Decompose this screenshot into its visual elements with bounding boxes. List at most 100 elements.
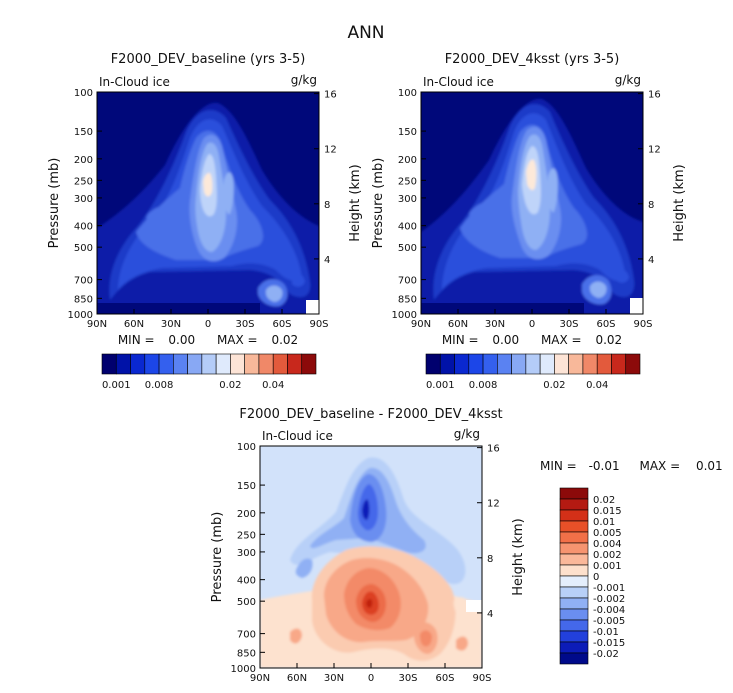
y2-tick-label: 16 xyxy=(324,90,337,101)
x-tick-label: 60S xyxy=(435,673,454,684)
y-tick-label: 700 xyxy=(74,276,93,287)
y2-tick-label: 4 xyxy=(487,609,493,620)
x-tick-label: 30N xyxy=(161,319,181,330)
colorbar-bin xyxy=(244,353,260,375)
colorbar-bin xyxy=(425,353,441,375)
x-tick-label: 30N xyxy=(324,673,344,684)
colorbar-bin xyxy=(559,531,589,544)
max-value: 0.02 xyxy=(271,333,298,347)
y-tick-label: 1000 xyxy=(392,310,417,321)
colorbar-label: -0.004 xyxy=(593,605,625,616)
colorbar-bin xyxy=(158,353,174,375)
y-tick-label: 400 xyxy=(74,222,93,233)
colorbar-bin xyxy=(559,586,589,599)
colorbar-bin xyxy=(559,641,589,654)
panel-title: F2000_DEV_baseline (yrs 3-5) xyxy=(111,52,306,67)
y-axis-title: Pressure (mb) xyxy=(371,158,386,249)
y-tick-label: 300 xyxy=(74,194,93,205)
y-tick-label: 700 xyxy=(237,630,256,641)
x-tick-label: 60S xyxy=(272,319,291,330)
colorbar-label: 0.001 xyxy=(102,380,131,391)
min-label: MIN = xyxy=(118,333,155,347)
y-axis-left: 100 150 200 250 300 400 500 700 850 1000 xyxy=(392,88,426,321)
colorbar-label: 0.02 xyxy=(543,380,565,391)
y2-tick-label: 8 xyxy=(487,554,493,565)
y-tick-label: 850 xyxy=(237,648,256,659)
colorbar-bin xyxy=(596,353,612,375)
colorbar-bin xyxy=(272,353,288,375)
colorbar-bin xyxy=(559,597,589,610)
min-value: -0.01 xyxy=(589,459,620,473)
colorbar-bin xyxy=(525,353,541,375)
x-tick-label: 60N xyxy=(287,673,307,684)
colorbar-label: 0.01 xyxy=(593,517,615,528)
y2-tick-label: 4 xyxy=(648,255,654,266)
y2-tick-label: 12 xyxy=(324,145,337,156)
colorbar-bin xyxy=(173,353,188,375)
colorbar-bin xyxy=(187,353,203,375)
x-axis: 90N 60N 30N 0 30S 60S 90S xyxy=(87,309,329,330)
y-tick-label: 200 xyxy=(398,155,417,166)
y-axis-left: 100 150 200 250 300 400 500 700 850 1000 xyxy=(231,442,265,675)
y-tick-label: 200 xyxy=(74,155,93,166)
colorbar-bin xyxy=(559,619,589,632)
colorbar-bin xyxy=(559,487,589,500)
colorbar-bin xyxy=(468,353,484,375)
y-tick-label: 500 xyxy=(398,243,417,254)
colorbar: 0.001 0.008 0.02 0.04 xyxy=(425,353,641,391)
y2-tick-label: 12 xyxy=(648,145,661,156)
units-label: g/kg xyxy=(454,427,480,441)
x-tick-label: 90S xyxy=(472,673,491,684)
y-axis-left: 100 150 200 250 300 400 500 700 850 1000 xyxy=(68,88,102,321)
colorbar-label: 0.001 xyxy=(593,561,622,572)
min-value: 0.00 xyxy=(168,333,195,347)
colorbar-label: 0 xyxy=(593,572,599,583)
x-tick-label: 30S xyxy=(559,319,578,330)
y2-tick-label: 8 xyxy=(648,200,654,211)
y-tick-label: 100 xyxy=(74,88,93,99)
y-tick-label: 250 xyxy=(74,176,93,187)
colorbar-bin xyxy=(539,353,555,375)
stats-line: MIN = -0.01 MAX = 0.01 xyxy=(540,459,723,473)
colorbar-bin xyxy=(559,498,589,511)
y-tick-label: 100 xyxy=(237,442,256,453)
colorbar-bin xyxy=(559,575,589,588)
colorbar-bin xyxy=(559,608,589,621)
colorbar-bin xyxy=(101,353,117,375)
colorbar-bin xyxy=(497,353,512,375)
colorbar-bin xyxy=(554,353,569,375)
y-tick-label: 250 xyxy=(398,176,417,187)
y-tick-label: 700 xyxy=(398,276,417,287)
colorbar-bin xyxy=(559,553,589,566)
colorbar-label: 0.008 xyxy=(469,380,498,391)
max-label: MAX = xyxy=(639,459,680,473)
x-tick-label: 0 xyxy=(205,319,211,330)
y-tick-label: 400 xyxy=(237,576,256,587)
min-label: MIN = xyxy=(540,459,577,473)
colorbar-bin xyxy=(625,353,641,375)
colorbar-bin xyxy=(258,353,274,375)
contour-field xyxy=(421,92,643,314)
contour-field xyxy=(97,92,319,314)
x-tick-label: 30S xyxy=(398,673,417,684)
y-tick-label: 150 xyxy=(237,481,256,492)
x-tick-label: 60N xyxy=(124,319,144,330)
y2-axis-title: Height (km) xyxy=(672,164,687,241)
colorbar-label: 0.005 xyxy=(593,528,622,539)
units-label: g/kg xyxy=(291,73,317,87)
min-value: 0.00 xyxy=(492,333,519,347)
colorbar-label: 0.002 xyxy=(593,550,622,561)
panel-difference: F2000_DEV_baseline - F2000_DEV_4ksst xyxy=(210,407,723,684)
colorbar-bin xyxy=(559,542,589,555)
x-tick-label: 0 xyxy=(529,319,535,330)
colorbar: 0.020.0150.010.0050.0040.0020.0010-0.001… xyxy=(559,487,625,665)
colorbar-bin xyxy=(511,353,527,375)
x-tick-label: 90N xyxy=(87,319,107,330)
colorbar-bin xyxy=(568,353,584,375)
colorbar-bin xyxy=(559,630,589,643)
colorbar-label: 0.004 xyxy=(593,539,622,550)
y-tick-label: 150 xyxy=(398,127,417,138)
variable-label: In-Cloud ice xyxy=(423,75,494,89)
x-tick-label: 90N xyxy=(411,319,431,330)
x-tick-label: 0 xyxy=(368,673,374,684)
